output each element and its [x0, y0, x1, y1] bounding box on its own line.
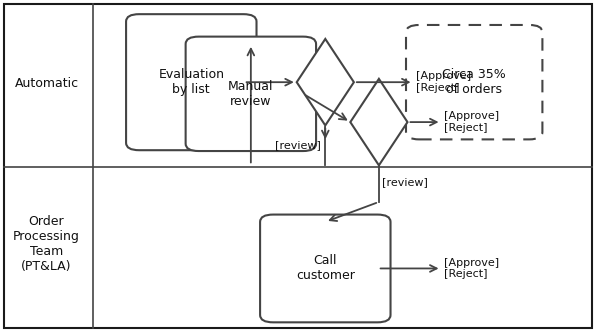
Polygon shape: [297, 39, 354, 126]
Text: Circa 35%
of orders: Circa 35% of orders: [442, 68, 506, 96]
FancyBboxPatch shape: [126, 14, 257, 150]
FancyBboxPatch shape: [260, 214, 390, 322]
Text: [Approve]
[Reject]: [Approve] [Reject]: [444, 111, 500, 133]
Text: [review]: [review]: [275, 140, 321, 150]
Text: Manual
review: Manual review: [228, 80, 273, 108]
Text: [review]: [review]: [382, 177, 428, 187]
Polygon shape: [350, 79, 408, 165]
FancyBboxPatch shape: [186, 37, 316, 151]
FancyBboxPatch shape: [4, 4, 592, 328]
Text: [Approve]
[Reject]: [Approve] [Reject]: [417, 71, 472, 93]
Text: Call
customer: Call customer: [296, 255, 355, 283]
Text: Order
Processing
Team
(PT&LA): Order Processing Team (PT&LA): [13, 214, 80, 273]
Text: [Approve]
[Reject]: [Approve] [Reject]: [444, 258, 500, 279]
Text: Evaluation
by list: Evaluation by list: [158, 68, 224, 96]
FancyBboxPatch shape: [406, 25, 543, 139]
Text: Automatic: Automatic: [14, 77, 79, 91]
